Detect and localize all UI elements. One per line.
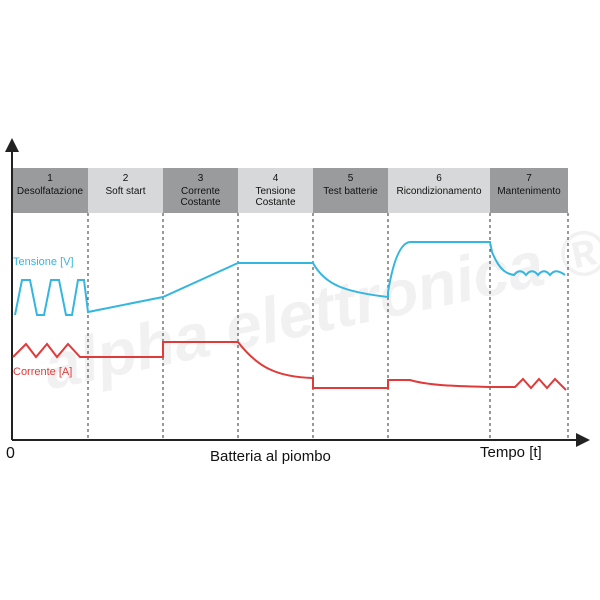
- phase-label: Desolfatazione: [17, 186, 84, 197]
- phase-header-7: 7 Mantenimento: [490, 168, 568, 213]
- phase-label: Ricondizionamento: [396, 186, 481, 197]
- phase-header-bg: [388, 168, 490, 213]
- origin-label: 0: [6, 445, 15, 462]
- y-axis-arrow: [5, 138, 19, 152]
- phase-label: Costante: [255, 197, 295, 208]
- phase-header-6: 6 Ricondizionamento: [388, 168, 490, 213]
- phase-label: Costante: [180, 197, 220, 208]
- phase-label: Soft start: [105, 186, 145, 197]
- phase-header-5: 5 Test batterie: [313, 168, 388, 213]
- phase-label: Tensione: [255, 186, 295, 197]
- phase-header-bg: [88, 168, 163, 213]
- phase-number: 5: [348, 173, 354, 184]
- phase-number: 3: [198, 173, 204, 184]
- watermark: alpha elettronica ®: [37, 213, 600, 403]
- tensione-curve: [14, 241, 566, 316]
- phase-number: 6: [436, 173, 442, 184]
- phase-label: Mantenimento: [497, 186, 561, 197]
- caption: Batteria al piombo: [210, 448, 331, 465]
- tensione-label: Tensione [V]: [13, 256, 74, 268]
- phase-number: 2: [123, 173, 129, 184]
- phase-header-bg: [163, 168, 238, 213]
- phase-header-bg: [238, 168, 313, 213]
- phase-header-1: 1 Desolfatazione: [12, 168, 88, 213]
- phase-number: 7: [526, 173, 532, 184]
- x-axis-label: Tempo [t]: [480, 444, 542, 461]
- phase-header-bg: [490, 168, 568, 213]
- axes: [5, 138, 590, 447]
- phase-header-bg: [12, 168, 88, 213]
- phase-number: 1: [47, 173, 53, 184]
- phase-label: Corrente: [181, 186, 220, 197]
- corrente-curve: [12, 341, 567, 391]
- x-axis-arrow: [576, 433, 590, 447]
- phase-header-2: 2 Soft start: [88, 168, 163, 213]
- phase-header-bg: [313, 168, 388, 213]
- phase-number: 4: [273, 173, 279, 184]
- phase-dividers: [87, 213, 569, 440]
- phase-label: Test batterie: [323, 186, 378, 197]
- corrente-label: Corrente [A]: [13, 366, 72, 378]
